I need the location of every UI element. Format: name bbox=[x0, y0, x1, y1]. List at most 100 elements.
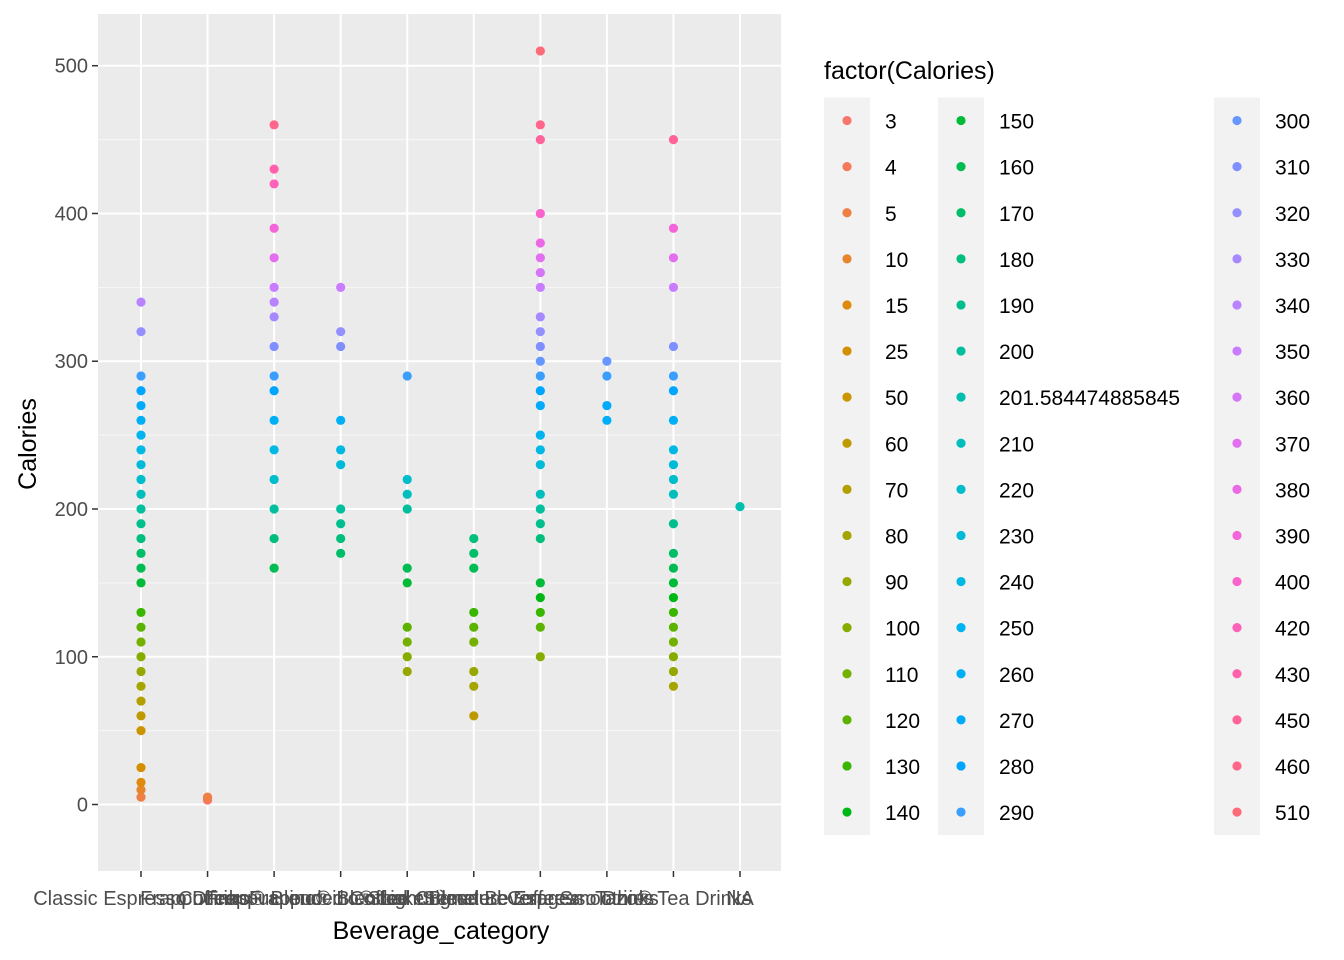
legend-title: factor(Calories) bbox=[824, 57, 995, 85]
data-point bbox=[535, 356, 545, 366]
data-point bbox=[136, 533, 146, 544]
legend-key bbox=[842, 576, 852, 587]
data-point bbox=[535, 400, 545, 411]
data-point bbox=[668, 607, 679, 618]
data-point bbox=[469, 666, 479, 677]
data-point bbox=[668, 474, 679, 485]
data-point bbox=[668, 445, 679, 455]
data-point bbox=[535, 578, 545, 588]
legend-label: 230 bbox=[999, 525, 1034, 548]
data-point bbox=[402, 563, 412, 573]
x-axis: Classic Espresso DrinksCoffeeFrappuccino… bbox=[33, 871, 755, 910]
data-point bbox=[136, 777, 146, 787]
legend-key bbox=[956, 576, 966, 587]
data-point bbox=[668, 652, 679, 662]
data-point bbox=[136, 474, 146, 485]
data-point bbox=[469, 533, 479, 544]
data-point bbox=[136, 386, 146, 396]
legend-key bbox=[1232, 761, 1242, 771]
data-point bbox=[535, 327, 545, 337]
legend-label: 110 bbox=[885, 664, 918, 687]
data-point bbox=[336, 445, 346, 455]
legend-label: 340 bbox=[1275, 295, 1310, 318]
data-point bbox=[668, 341, 679, 352]
x-tick-label: NA bbox=[726, 888, 754, 910]
legend-key bbox=[956, 623, 966, 633]
data-point bbox=[668, 134, 679, 145]
legend-label: 4 bbox=[885, 157, 897, 180]
data-point bbox=[535, 371, 545, 381]
data-point bbox=[136, 415, 146, 425]
data-point bbox=[469, 711, 479, 721]
legend-label: 3 bbox=[885, 111, 897, 134]
legend-label: 180 bbox=[999, 249, 1034, 272]
legend-key bbox=[956, 162, 966, 172]
legend-key bbox=[842, 300, 852, 310]
data-point bbox=[136, 548, 146, 558]
data-point bbox=[336, 533, 346, 544]
data-point bbox=[136, 792, 146, 802]
legend-label: 400 bbox=[1275, 572, 1310, 595]
data-point bbox=[136, 460, 146, 470]
data-point bbox=[402, 666, 412, 677]
data-point bbox=[202, 792, 213, 802]
legend-key bbox=[956, 208, 966, 218]
legend-label: 290 bbox=[999, 802, 1034, 825]
data-point bbox=[336, 519, 346, 529]
legend-label: 150 bbox=[999, 111, 1034, 134]
legend-label: 130 bbox=[885, 756, 920, 779]
x-axis-title: Beverage_category bbox=[333, 917, 550, 945]
legend-label: 240 bbox=[999, 572, 1034, 595]
legend-key bbox=[956, 300, 966, 310]
data-point bbox=[402, 371, 412, 381]
y-tick-label: 100 bbox=[55, 647, 88, 669]
data-point bbox=[136, 681, 146, 691]
data-point bbox=[269, 341, 279, 352]
data-point bbox=[136, 762, 146, 773]
data-point bbox=[668, 282, 679, 292]
legend-label: 100 bbox=[885, 618, 920, 641]
legend-label: 360 bbox=[1275, 387, 1310, 410]
data-point bbox=[269, 504, 279, 514]
data-point bbox=[668, 371, 679, 381]
legend-key bbox=[1232, 669, 1242, 679]
data-point bbox=[535, 489, 545, 499]
legend-label: 260 bbox=[999, 664, 1034, 687]
data-point bbox=[136, 696, 146, 706]
data-point bbox=[269, 563, 279, 573]
data-point bbox=[535, 120, 545, 130]
data-point bbox=[535, 46, 545, 56]
x-tick-label: Shaken Iced Beverages bbox=[368, 888, 580, 910]
data-point bbox=[668, 637, 679, 647]
plot-panel bbox=[98, 14, 781, 871]
data-point bbox=[336, 548, 346, 558]
legend-key-background bbox=[938, 97, 984, 836]
legend-label: 460 bbox=[1275, 756, 1310, 779]
legend-key bbox=[1232, 254, 1242, 264]
legend-key bbox=[842, 438, 852, 448]
data-point bbox=[136, 563, 146, 573]
legend-label: 390 bbox=[1275, 525, 1310, 548]
legend-label: 201.584474885845 bbox=[999, 387, 1180, 410]
data-point bbox=[535, 519, 545, 529]
legend-key bbox=[842, 623, 852, 633]
legend-key bbox=[956, 715, 966, 725]
legend-label: 160 bbox=[999, 157, 1034, 180]
legend-key bbox=[1232, 392, 1242, 402]
legend-key bbox=[842, 115, 852, 126]
legend-label: 320 bbox=[1275, 203, 1310, 226]
data-point bbox=[269, 253, 279, 263]
legend-key bbox=[956, 484, 966, 494]
legend-label: 370 bbox=[1275, 433, 1310, 456]
data-point bbox=[269, 312, 279, 322]
data-point bbox=[136, 504, 146, 514]
legend-key bbox=[1232, 300, 1242, 310]
data-point bbox=[336, 341, 346, 352]
data-point bbox=[136, 327, 146, 337]
legend-key bbox=[956, 254, 966, 264]
data-point bbox=[336, 415, 346, 425]
legend-label: 280 bbox=[999, 756, 1034, 779]
legend-key-background bbox=[1214, 97, 1260, 836]
y-axis: 0 100 200 300 400 500 bbox=[55, 56, 98, 817]
